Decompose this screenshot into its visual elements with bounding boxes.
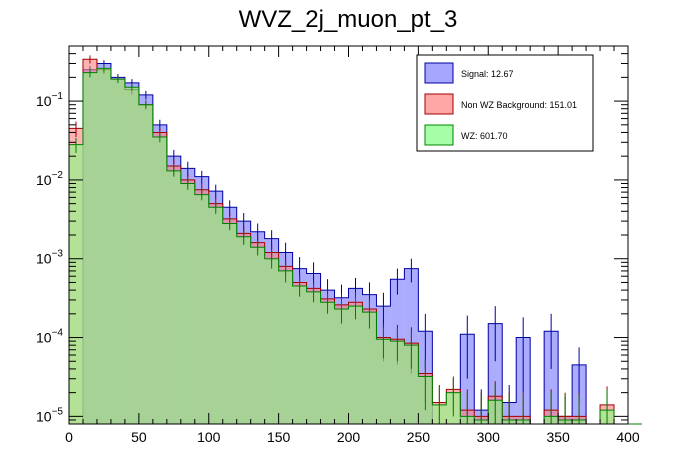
y-tick-label: 10−5 [36,406,63,424]
histogram-bar [404,345,419,424]
histogram-bar [194,194,209,424]
histogram-bar [110,79,125,424]
chart-title: WVZ_2j_muon_pt_3 [239,6,458,33]
histogram-bar [390,341,405,424]
y-tick-label: 10−3 [36,249,63,267]
histogram-series [68,55,642,425]
histogram-bar [460,334,475,424]
histogram-bar [222,223,237,424]
x-tick-label: 300 [477,429,501,445]
x-tick-label: 0 [65,429,73,445]
histogram-bar [96,68,111,425]
histogram-bar [264,258,279,424]
histogram-bar [544,331,559,424]
y-tick-label: 10−1 [36,91,63,109]
x-tick-label: 50 [131,429,147,445]
histogram-bar [236,236,251,424]
legend-entry-label: WZ: 601.70 [461,131,508,141]
legend-swatch [424,124,454,146]
legend-swatch [424,93,454,115]
histogram-bar [166,170,181,424]
histogram-bar [334,309,349,424]
histogram-bar [208,207,223,424]
x-tick-label: 350 [546,429,570,445]
x-tick-label: 150 [267,429,291,445]
histogram-bar [250,247,265,424]
x-tick-label: 100 [197,429,221,445]
legend: Signal: 12.67 Non WZ Background: 151.01 WZ… [416,54,594,152]
histogram-bar [306,291,321,424]
histogram-bar [376,339,391,424]
histogram-bar [180,183,195,424]
histogram-bar [69,144,83,424]
x-tick-label: 250 [407,429,431,445]
histogram-bar [152,137,167,424]
y-tick-label: 10−2 [36,170,63,188]
histogram-bar [124,87,139,425]
x-tick-label: 200 [337,429,361,445]
histogram-bar [362,312,377,424]
series-2 [68,64,642,425]
axes: 0 50 100 150 200 250 300 350 400 10−1 10−2 10−3 10−4… [36,45,640,445]
legend-entry-label: Signal: 12.67 [461,69,514,79]
legend-swatch [424,62,454,84]
histogram-bar [348,306,363,424]
histogram-bar [292,286,307,424]
histogram-bar [320,302,335,424]
histogram-bar [82,72,97,425]
legend-entry-label: Non WZ Background: 151.01 [461,100,577,110]
histogram-bar [138,104,153,425]
y-tick-label: 10−4 [36,328,63,346]
x-tick-label: 400 [616,429,640,445]
histogram-bar [278,270,293,424]
